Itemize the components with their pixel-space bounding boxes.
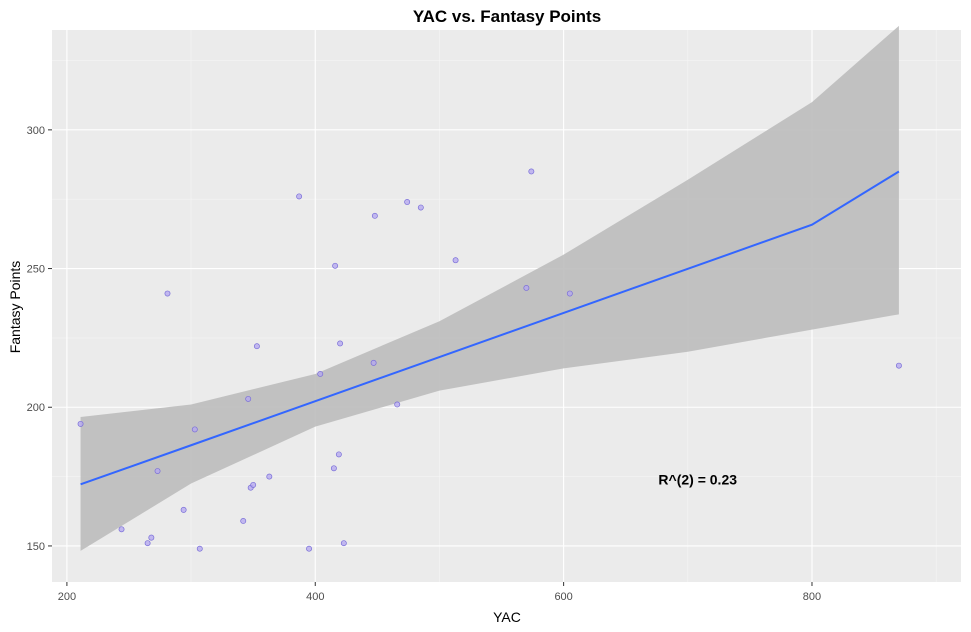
data-point [317,371,324,377]
x-tick-label: 200 [58,591,76,603]
data-point [394,401,401,408]
fit-line-layer [80,170,900,486]
data-point [296,193,303,200]
data-point [337,340,344,347]
y-axis-ticks: 150 200 250 300 [27,125,52,553]
data-point [118,526,125,533]
chart-title: YAC vs. Fantasy Points [413,7,601,26]
annotation-layer: R^(2) = 0.23 [658,471,737,487]
data-point [196,545,203,552]
data-point [250,481,257,488]
y-tick-label: 250 [27,264,45,276]
data-point [895,362,902,369]
y-tick-label: 200 [27,402,45,414]
confidence-ribbon [80,25,899,551]
data-point [245,395,252,402]
data-point [164,290,171,297]
data-point [77,420,84,427]
data-point [306,545,313,552]
data-point [528,168,535,175]
x-tick-label: 800 [803,591,821,603]
confidence-ribbon-layer [80,25,899,551]
data-point [340,540,347,547]
data-point [417,204,424,211]
x-axis-ticks: 200 400 600 800 [58,582,821,603]
x-axis-title: YAC [493,609,521,625]
data-point [452,257,459,264]
data-point [523,285,530,291]
r-squared-annotation: R^(2) = 0.23 [658,471,737,487]
data-point [371,212,378,219]
data-point [144,540,151,547]
data-point [180,506,187,513]
data-point [566,290,573,297]
data-point [330,465,337,472]
y-axis-title: Fantasy Points [7,261,23,354]
y-tick-label: 150 [27,541,45,553]
x-tick-label: 400 [306,591,324,603]
x-tick-label: 600 [554,591,572,603]
data-point [266,473,273,480]
data-point [154,468,161,474]
data-point [404,199,411,205]
data-point [253,343,260,350]
data-point [335,451,342,458]
fit-line [80,170,900,486]
data-point [191,426,198,433]
data-point [148,534,155,541]
y-tick-label: 300 [27,125,45,137]
data-point [332,262,339,269]
data-point [240,518,247,524]
data-point [370,359,377,366]
points-layer [77,168,902,552]
